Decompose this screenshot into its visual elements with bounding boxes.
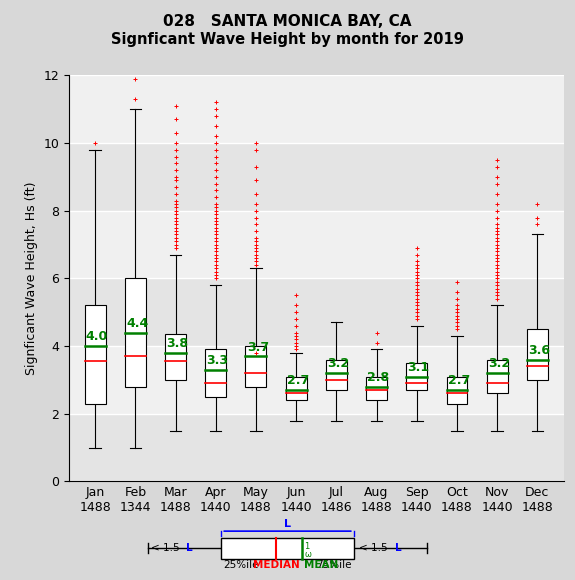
Text: 028   SANTA MONICA BAY, CA: 028 SANTA MONICA BAY, CA	[163, 14, 412, 30]
Bar	[125, 278, 146, 387]
Bar	[527, 329, 548, 380]
Bar	[205, 349, 226, 397]
Bar	[69, 278, 564, 346]
Text: < 1.5: < 1.5	[151, 543, 182, 553]
Bar	[486, 360, 508, 393]
Text: L: L	[186, 543, 193, 553]
Bar	[366, 376, 387, 400]
Text: 3.2: 3.2	[488, 357, 510, 371]
Bar	[407, 363, 427, 390]
Text: Signficant Wave Height by month for 2019: Signficant Wave Height by month for 2019	[111, 32, 464, 47]
Text: 2.7: 2.7	[448, 374, 470, 387]
Bar	[221, 538, 354, 559]
Y-axis label: Signficant Wave Height, Hs (ft): Signficant Wave Height, Hs (ft)	[25, 182, 38, 375]
Text: 4.4: 4.4	[126, 317, 148, 330]
Bar	[69, 414, 564, 481]
Text: 4.0: 4.0	[86, 331, 108, 343]
Text: 1
ω: 1 ω	[304, 542, 311, 559]
Bar	[85, 306, 106, 404]
Bar	[326, 360, 347, 390]
Bar	[165, 334, 186, 380]
Text: 3.7: 3.7	[247, 340, 269, 353]
Bar	[447, 376, 467, 404]
Text: MEDIAN: MEDIAN	[253, 560, 300, 571]
Text: < 1.5: < 1.5	[359, 543, 391, 553]
Text: 2.8: 2.8	[367, 371, 389, 384]
Text: L: L	[395, 543, 401, 553]
Text: L: L	[284, 519, 291, 529]
Text: 3.2: 3.2	[327, 357, 349, 371]
Text: 75%ile: 75%ile	[316, 560, 352, 571]
Bar	[69, 143, 564, 211]
Bar	[286, 376, 306, 400]
Text: 3.3: 3.3	[206, 354, 228, 367]
Text: 3.6: 3.6	[528, 344, 550, 357]
Text: 3.1: 3.1	[408, 361, 430, 374]
Bar	[246, 346, 266, 387]
Text: 25%ile: 25%ile	[223, 560, 259, 571]
Text: 3.8: 3.8	[166, 337, 188, 350]
Text: 2.7: 2.7	[287, 374, 309, 387]
Text: MEAN: MEAN	[304, 560, 338, 571]
